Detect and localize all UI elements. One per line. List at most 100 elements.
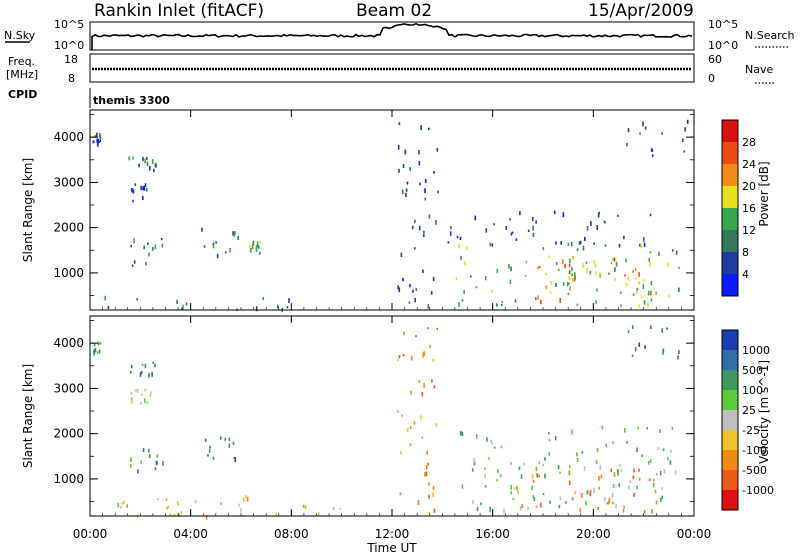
data-cell [473, 457, 475, 463]
data-cell [633, 468, 635, 473]
data-cell [589, 270, 592, 275]
data-cell [152, 247, 154, 251]
time-axis-title: Time UT [366, 541, 417, 554]
data-cell [599, 273, 601, 278]
colorbar-swatch [722, 330, 738, 350]
data-cell [256, 241, 259, 246]
data-cell [624, 274, 626, 277]
data-cell [99, 135, 102, 139]
data-cell [251, 244, 254, 249]
data-cell [433, 385, 436, 389]
data-cell [149, 166, 151, 171]
data-cell [472, 500, 474, 505]
data-cell [642, 121, 644, 127]
data-cell [610, 262, 613, 265]
data-cell [613, 472, 616, 478]
velocity-colorbar: 1000 500 100 25 -25 -100 -500 -1000 [721, 329, 774, 511]
data-cell [571, 273, 574, 276]
data-cell [96, 351, 99, 354]
power-colorbar: 28 24 20 16 12 8 4 [721, 119, 756, 297]
data-cell [644, 126, 647, 130]
data-cell [397, 359, 399, 361]
data-cell [286, 306, 289, 309]
data-cell [627, 276, 630, 281]
data-cell [660, 497, 662, 502]
data-cell [447, 241, 450, 244]
data-cell [615, 261, 618, 267]
data-cell [637, 426, 639, 430]
data-cell [275, 512, 278, 515]
data-cell [459, 430, 462, 436]
data-cell [408, 301, 411, 304]
data-cell [585, 261, 588, 264]
data-cell [599, 464, 602, 470]
data-cell [643, 510, 646, 514]
data-cell [655, 500, 658, 505]
data-cell [559, 471, 561, 474]
data-cell [410, 356, 413, 361]
data-cell [675, 250, 678, 255]
data-cell [422, 269, 424, 273]
data-cell [145, 156, 148, 160]
data-cell [461, 484, 464, 489]
data-cell [619, 463, 621, 467]
data-cell [134, 389, 137, 392]
colorbar-swatch [722, 208, 738, 230]
data-cell [132, 189, 135, 194]
data-cell [428, 511, 430, 514]
power-ylabel: Slant Range [km] [21, 158, 35, 262]
cpid-panel: CPID themis 3300 [8, 88, 170, 108]
data-cell [648, 478, 651, 482]
data-cell [644, 345, 646, 349]
data-cell [640, 244, 643, 249]
data-cell [220, 502, 222, 505]
data-cell [615, 257, 617, 262]
data-cell [648, 461, 650, 465]
data-cell [317, 512, 320, 517]
data-cell [567, 292, 570, 296]
data-cell [614, 277, 616, 281]
data-cell [148, 373, 151, 377]
data-cell [651, 149, 654, 152]
data-cell [610, 468, 613, 472]
data-cell [603, 496, 606, 502]
colorbar-swatch [722, 164, 738, 186]
data-cell [432, 486, 435, 491]
data-cell [150, 391, 152, 394]
data-cell [553, 210, 556, 215]
data-cell [450, 226, 452, 230]
data-cell [148, 454, 151, 459]
data-cell [631, 354, 634, 357]
colorbar-swatch [722, 410, 738, 430]
data-cell [549, 500, 551, 504]
data-cell [659, 470, 662, 476]
data-cell [132, 199, 134, 203]
data-cell [240, 508, 242, 513]
data-cell [585, 501, 587, 506]
data-cell [612, 258, 614, 261]
data-cell [141, 363, 144, 366]
data-cell [533, 497, 536, 501]
data-cell [145, 261, 147, 266]
data-cell [510, 484, 512, 490]
data-cell [655, 291, 657, 296]
power-rti-panel: 1000 2000 3000 4000 Slant Range [km] [21, 109, 695, 313]
data-cell [657, 447, 660, 451]
data-cell [460, 255, 462, 261]
freq-tick-bottom: 8 [68, 72, 75, 85]
data-cell [99, 342, 102, 345]
data-cell [608, 497, 611, 503]
data-cell [582, 245, 585, 251]
data-cell [636, 447, 638, 453]
data-cell [649, 251, 652, 254]
data-cell [142, 448, 145, 452]
data-cell [567, 242, 570, 247]
data-cell [653, 478, 655, 482]
data-cell [568, 480, 571, 485]
data-cell [463, 289, 465, 295]
data-cell [550, 291, 552, 294]
data-cell [426, 450, 428, 455]
data-cell [516, 486, 518, 491]
data-cell [565, 501, 567, 504]
data-cell [662, 351, 664, 355]
